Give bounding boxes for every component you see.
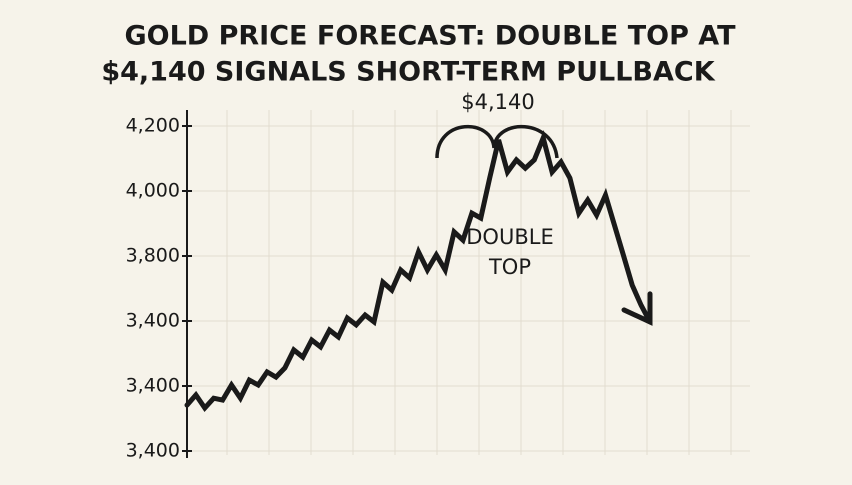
peak-label: $4,140 — [461, 90, 534, 114]
y-tick-label: 3,800 — [126, 245, 180, 267]
chart-title: $4,140 SIGNALS SHORT-TERM PULLBACK — [101, 57, 715, 88]
price-line — [184, 129, 653, 413]
y-tick-label: 3,400 — [126, 440, 180, 462]
arrowhead — [621, 291, 653, 326]
pattern-label: DOUBLE — [466, 225, 553, 249]
y-tick-label: 3,400 — [126, 310, 180, 332]
y-tick-label: 4,200 — [126, 115, 180, 137]
y-tick-label: 3,400 — [126, 375, 180, 397]
pattern-label: TOP — [488, 255, 531, 279]
chart-title: GOLD PRICE FORECAST: DOUBLE TOP AT — [124, 21, 736, 52]
y-tick-label: 4,000 — [126, 180, 180, 202]
double-top-arcs — [435, 125, 559, 159]
